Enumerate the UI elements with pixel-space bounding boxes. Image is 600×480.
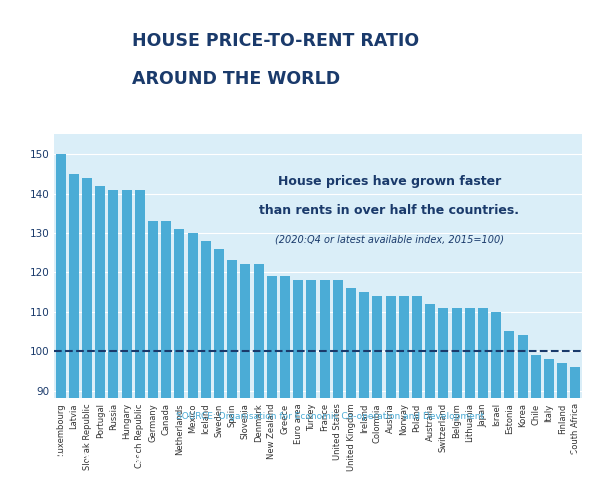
Bar <box>280 276 290 480</box>
Bar <box>122 190 131 480</box>
Bar <box>188 233 197 480</box>
Bar <box>148 221 158 480</box>
Bar <box>425 304 435 480</box>
Bar <box>373 296 382 480</box>
Text: AROUND THE WORLD: AROUND THE WORLD <box>132 70 340 88</box>
Text: (2020:Q4 or latest available index, 2015=100): (2020:Q4 or latest available index, 2015… <box>275 235 504 245</box>
Bar <box>307 280 316 480</box>
Bar <box>491 312 501 480</box>
Bar <box>399 296 409 480</box>
Bar <box>161 221 171 480</box>
Bar <box>56 154 65 480</box>
Bar <box>241 264 250 480</box>
Bar <box>571 367 580 480</box>
Bar <box>531 355 541 480</box>
Bar <box>201 241 211 480</box>
Bar <box>214 249 224 480</box>
Text: House prices have grown faster: House prices have grown faster <box>278 175 501 189</box>
Text: HOUSE PRICE-TO-RENT RATIO: HOUSE PRICE-TO-RENT RATIO <box>132 32 419 50</box>
Bar <box>465 308 475 480</box>
Bar <box>175 229 184 480</box>
Bar <box>346 288 356 480</box>
Text: #HousingWatch: #HousingWatch <box>458 450 582 464</box>
Bar <box>505 331 514 480</box>
Bar <box>227 261 237 480</box>
Bar <box>518 336 527 480</box>
Bar <box>557 363 567 480</box>
Bar <box>109 190 118 480</box>
Bar <box>69 174 79 480</box>
Bar <box>320 280 329 480</box>
Bar <box>386 296 395 480</box>
Bar <box>333 280 343 480</box>
Bar <box>478 308 488 480</box>
Text: IMF.org/housing: IMF.org/housing <box>18 450 143 464</box>
Bar <box>359 292 369 480</box>
Bar <box>95 186 105 480</box>
Bar <box>293 280 303 480</box>
Text: SOURCE: Organisation for Economic Co-operation and Development: SOURCE: Organisation for Economic Co-ope… <box>176 412 484 420</box>
Bar <box>412 296 422 480</box>
Text: than rents in over half the countries.: than rents in over half the countries. <box>259 204 519 217</box>
Bar <box>452 308 461 480</box>
Bar <box>135 190 145 480</box>
Bar <box>267 276 277 480</box>
Bar <box>544 359 554 480</box>
Bar <box>82 178 92 480</box>
Bar <box>439 308 448 480</box>
Bar <box>254 264 263 480</box>
